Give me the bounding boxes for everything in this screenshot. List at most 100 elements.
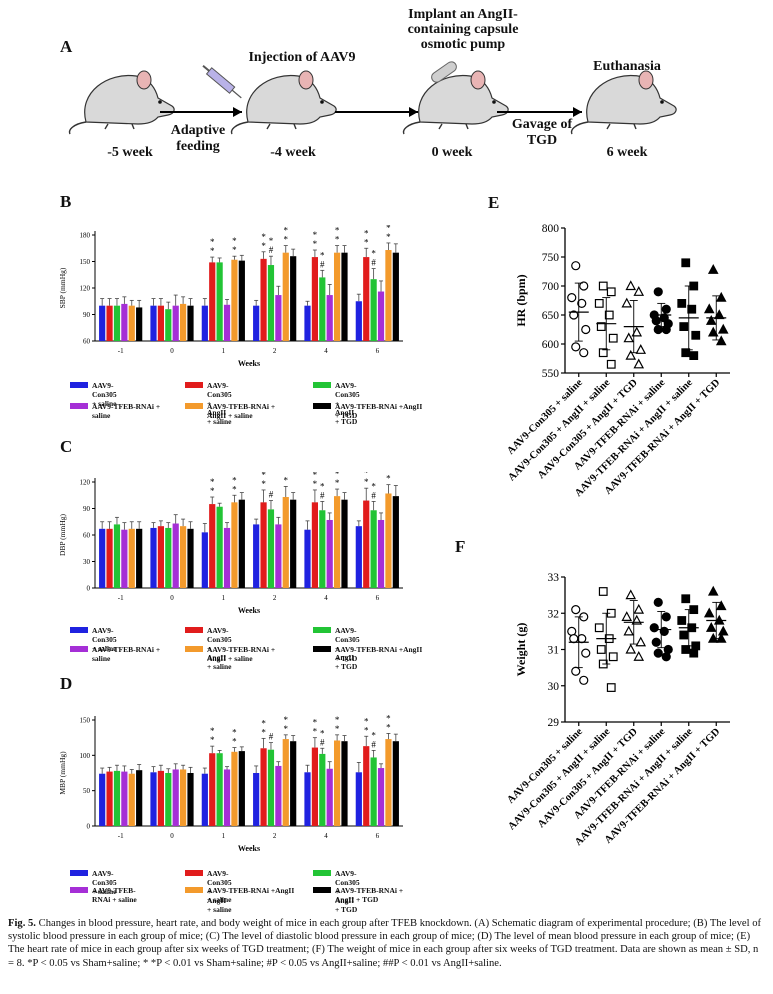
data-point [633, 358, 645, 369]
data-point [715, 632, 727, 643]
significance-mark: * [386, 225, 391, 233]
arrowhead [409, 107, 418, 117]
legend-item: AAV9-TFEB-RNAi + saline [70, 645, 165, 663]
significance-mark: # [320, 490, 325, 500]
significance-mark: * [261, 479, 266, 489]
data-point [598, 587, 608, 596]
bar [238, 499, 245, 588]
significance-mark: * [364, 228, 369, 238]
significance-mark: * [371, 730, 376, 740]
y-tick-label: 150 [80, 258, 91, 266]
arrow-label-2: Gavage of TGD [511, 117, 573, 148]
y-tick-label: 100 [80, 752, 91, 760]
significance-mark: * [210, 237, 215, 247]
mouse-icon [68, 70, 175, 135]
bar [106, 771, 113, 826]
significance-mark: * [232, 728, 237, 738]
bar [341, 252, 348, 341]
significance-mark: * [210, 726, 215, 736]
bar [260, 502, 267, 588]
significance-mark: * [261, 472, 266, 480]
legend-label: AAV9-Con305 + AngII + TGD [335, 626, 360, 671]
data-point [571, 261, 581, 271]
capsule-icon [431, 61, 457, 83]
data-point [598, 281, 608, 291]
bar [128, 305, 135, 341]
significance-mark: # [371, 490, 376, 500]
significance-mark: * [232, 484, 237, 494]
legend-item: AAV9-Con305 + AngII + TGD [313, 626, 360, 671]
bar [99, 528, 106, 588]
significance-mark: * [261, 232, 266, 242]
significance-mark: * [364, 472, 369, 478]
caption-label: Fig. 5. [8, 918, 36, 929]
data-point [594, 298, 604, 308]
data-point [596, 322, 606, 332]
bar [106, 305, 113, 341]
data-point [581, 648, 591, 658]
bar [282, 739, 289, 826]
significance-mark: * [320, 728, 325, 738]
bar [370, 510, 377, 588]
bar [99, 305, 106, 341]
y-tick-label: 50 [83, 787, 91, 795]
data-point [621, 611, 633, 621]
data-point [623, 625, 635, 636]
data-point [661, 304, 671, 314]
data-point [689, 648, 699, 658]
x-tick-label: -1 [118, 347, 124, 355]
significance-mark: # [371, 258, 376, 268]
legend-item: AAV9-Con305 + saline [70, 869, 117, 896]
x-axis-label: Weeks [238, 606, 260, 615]
x-tick-label: -1 [118, 594, 124, 602]
y-tick-label: 750 [542, 252, 560, 264]
y-axis-label: MBP (mmHg) [58, 751, 67, 795]
significance-mark: * [386, 713, 391, 723]
data-point [571, 666, 581, 676]
y-tick-label: 31 [548, 645, 560, 657]
bar [187, 773, 194, 826]
y-axis-label: DBP (mmHg) [58, 513, 67, 556]
data-point [687, 304, 697, 314]
bar [275, 765, 282, 826]
y-tick-label: 600 [542, 339, 560, 351]
bar [157, 770, 164, 826]
x-tick-label: 0 [170, 347, 174, 355]
bar [370, 279, 377, 341]
data-point [707, 632, 719, 643]
bar [282, 497, 289, 588]
legend-label: AAV9-Con305 + AngII + saline [207, 626, 232, 671]
data-point [633, 650, 645, 661]
data-point [625, 349, 637, 360]
bar [363, 746, 370, 826]
x-tick-label: 2 [273, 594, 277, 602]
bar [165, 527, 172, 588]
legend-item: AAV9-TFEB-RNAi +AngII + saline [185, 886, 295, 904]
bar [172, 523, 179, 588]
significance-mark: * [232, 245, 237, 255]
significance-mark: # [320, 259, 325, 269]
bar [238, 260, 245, 341]
significance-mark: # [269, 245, 274, 255]
y-tick-label: 60 [83, 532, 91, 540]
data-point [577, 298, 587, 309]
significance-mark: * [269, 236, 274, 246]
significance-mark: * [313, 230, 318, 240]
legend-label: AAV9-Con305 + saline [92, 381, 117, 408]
data-point [679, 630, 689, 640]
bar [326, 295, 333, 341]
legend-item: AAV9-TFEB-RNAi + AngII + TGD [313, 886, 418, 904]
data-point [677, 616, 687, 625]
x-tick-label: 4 [324, 832, 328, 840]
data-point [569, 310, 579, 320]
data-point [707, 585, 719, 596]
x-tick-label: 2 [273, 347, 277, 355]
legend-label: AAV9-TFEB-RNAi + AngII + TGD [335, 886, 404, 904]
bar [150, 305, 157, 341]
bar [231, 751, 238, 826]
bar [187, 305, 194, 341]
significance-mark: * [335, 235, 340, 245]
significance-mark: * [371, 249, 376, 259]
bar [334, 496, 341, 588]
bar [180, 769, 187, 826]
